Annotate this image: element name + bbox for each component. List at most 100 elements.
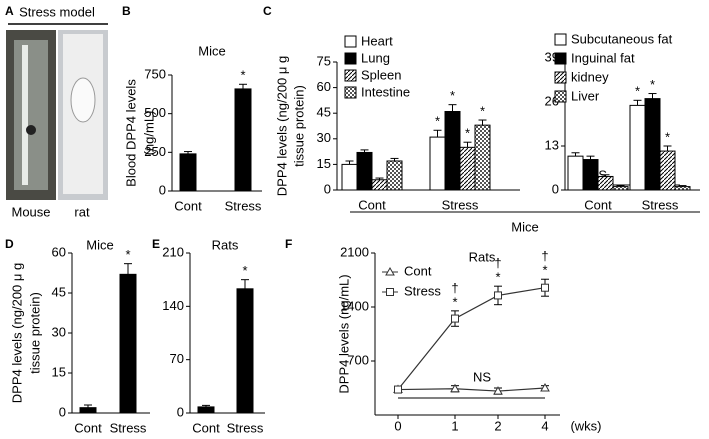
legend-swatch [554, 90, 567, 103]
x-tick-label: Stress [225, 198, 262, 213]
y-tick-label: 0 [177, 404, 184, 419]
x-tick-label: Stress [227, 420, 264, 435]
significance-marker: * [665, 129, 670, 144]
significance-marker: * [435, 114, 440, 129]
x-tick-label: Stress [442, 197, 479, 212]
bar [674, 186, 691, 191]
significance-marker: † [451, 280, 458, 295]
bar [612, 186, 629, 191]
significance-marker: * [480, 103, 485, 118]
legend-label: Cont [404, 263, 432, 278]
significance-marker: * [465, 126, 470, 141]
x-tick-label: Cont [192, 420, 220, 435]
photo-title: Stress model [19, 4, 95, 19]
y-tick-label: 15 [317, 156, 331, 171]
point [386, 288, 394, 296]
legend-swatch [344, 69, 357, 82]
bar [386, 160, 403, 191]
panel-letter: E [152, 237, 160, 251]
y-tick-label: 0 [324, 181, 331, 196]
bar [567, 155, 584, 191]
significance-marker: * [635, 84, 640, 99]
series-line [397, 287, 546, 390]
bar [236, 288, 254, 414]
panel-letter: B [122, 4, 131, 18]
x-tick-label: 2 [494, 418, 501, 433]
bar [582, 159, 599, 191]
legend-label: Stress [404, 283, 441, 298]
legend-label: Liver [571, 88, 600, 103]
y-axis-label: DPP4 levels (ng/200 μ g [9, 263, 24, 403]
y-tick-label: 2100 [340, 244, 369, 259]
photo-label: rat [74, 204, 90, 219]
photo-label: Mouse [11, 204, 50, 219]
y-tick-label: 30 [52, 324, 66, 339]
bar [371, 179, 388, 191]
y-axis-label: (ng/mL) [141, 111, 156, 156]
bar [197, 406, 215, 414]
legend-swatch [554, 33, 567, 46]
legend-label: Spleen [361, 67, 401, 82]
chart-title: Mice [198, 43, 225, 58]
point [494, 291, 502, 300]
x-tick-label: Cont [358, 197, 386, 212]
annotation: NS [473, 369, 491, 384]
bar [429, 136, 446, 191]
y-axis-label: Blood DPP4 levels [123, 79, 138, 187]
y-tick-label: 15 [52, 364, 66, 379]
point [451, 314, 459, 323]
x-tick-label: 1 [451, 418, 458, 433]
legend-label: Lung [361, 50, 390, 65]
y-tick-label: 0 [552, 181, 559, 196]
y-tick-label: 500 [144, 105, 166, 120]
y-tick-label: 0 [159, 182, 166, 197]
bar [459, 146, 476, 191]
x-axis-label: (wks) [570, 418, 601, 433]
y-axis-label: DPP4 levels (ng/mL) [336, 274, 351, 393]
point [394, 385, 402, 394]
panel-letter: F [285, 237, 292, 251]
y-tick-label: 45 [52, 284, 66, 299]
x-tick-label: Cont [584, 197, 612, 212]
panel-letter: D [5, 237, 14, 251]
bar [234, 88, 252, 192]
bar [119, 273, 137, 414]
y-tick-label: 60 [52, 244, 66, 259]
chart-title: Rats [212, 237, 239, 252]
y-tick-label: 250 [144, 144, 166, 159]
y-tick-label: 70 [170, 351, 184, 366]
legend-label: Subcutaneous fat [571, 31, 673, 46]
point [493, 386, 503, 395]
bar [341, 163, 358, 191]
chart-title: Mice [86, 237, 113, 252]
legend-swatch [344, 86, 357, 99]
point [450, 383, 460, 393]
significance-marker: * [650, 77, 655, 92]
bar [597, 175, 614, 191]
legend-label: Heart [361, 33, 393, 48]
bar [659, 150, 676, 191]
y-tick-label: 210 [162, 244, 184, 259]
significance-marker: † [541, 249, 548, 264]
bar [444, 110, 461, 191]
significance-marker: * [242, 263, 247, 278]
legend-swatch [554, 71, 567, 84]
y-tick-label: 45 [317, 105, 331, 120]
legend-label: Inguinal fat [571, 50, 635, 65]
x-tick-label: Cont [174, 198, 202, 213]
chart-title: Rats [469, 249, 496, 264]
y-axis-label: tissue protein) [27, 292, 42, 374]
panel-letter: C [263, 4, 272, 18]
y-axis-label: DPP4 levels (ng/200 μ g [274, 56, 289, 196]
legend-label: Intestine [361, 84, 410, 99]
point [385, 266, 395, 276]
legend-swatch [554, 52, 567, 65]
legend-swatch [344, 35, 357, 48]
y-tick-label: 700 [347, 352, 369, 367]
bar [79, 407, 97, 414]
significance-marker: * [542, 263, 547, 278]
x-tick-label: Stress [642, 197, 679, 212]
series-line [397, 387, 546, 392]
y-axis-label: tissue protein) [291, 85, 306, 167]
